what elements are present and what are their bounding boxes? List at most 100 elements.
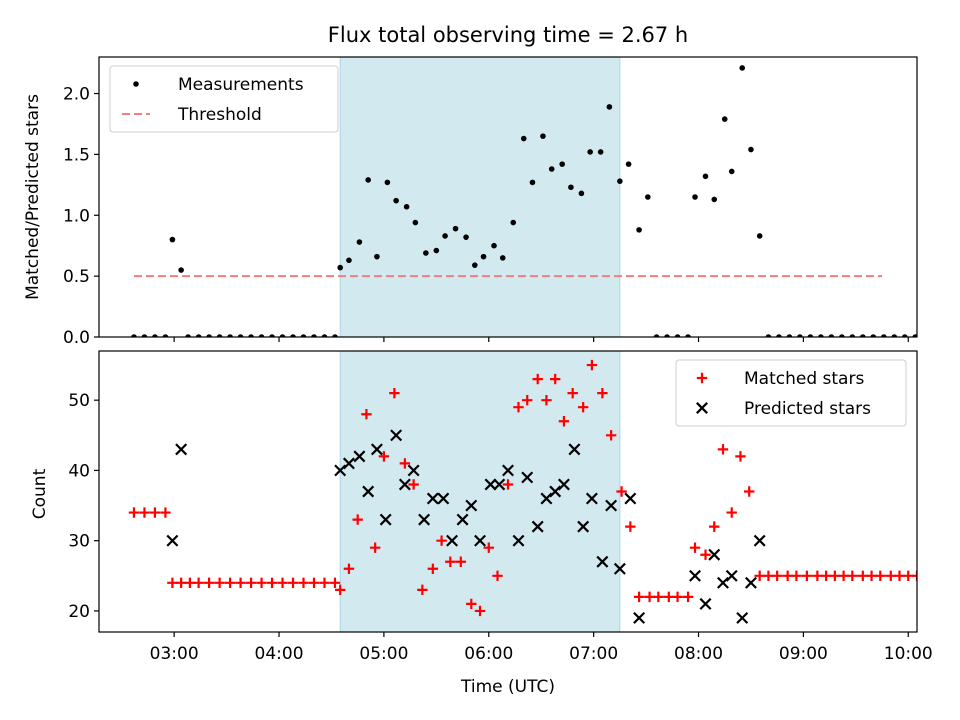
- data-point: [838, 570, 849, 581]
- data-point: [644, 591, 655, 603]
- data-point: [754, 570, 765, 581]
- data-point: [256, 577, 267, 589]
- ratio-y-axis-label: Matched/Predicted stars: [23, 94, 43, 300]
- data-point: [923, 334, 929, 340]
- data-point: [374, 253, 380, 260]
- data-point: [557, 478, 570, 491]
- data-point: [412, 219, 419, 226]
- data-point: [847, 570, 858, 581]
- data-point: [791, 570, 802, 581]
- data-point: [587, 149, 593, 155]
- data-point: [266, 577, 278, 589]
- data-point: [625, 521, 636, 532]
- data-point: [175, 443, 188, 456]
- data-point: [343, 563, 355, 574]
- data-point: [184, 577, 196, 589]
- y-tick-label: 0.5: [63, 267, 90, 287]
- data-point: [513, 402, 524, 413]
- data-point: [812, 570, 823, 581]
- x-tick-label: 10:00: [884, 644, 933, 664]
- x-tick-label: 05:00: [359, 644, 408, 664]
- data-point: [342, 457, 355, 470]
- x-tick-label: 04:00: [255, 644, 304, 664]
- data-point: [633, 591, 645, 603]
- data-point: [885, 570, 896, 581]
- data-point: [839, 334, 845, 337]
- observing-window-span: [339, 56, 621, 338]
- data-point: [193, 577, 204, 589]
- data-point: [891, 334, 898, 337]
- data-point: [128, 507, 140, 518]
- data-point: [674, 334, 681, 337]
- data-point: [721, 116, 728, 122]
- data-point: [216, 334, 223, 337]
- data-point: [894, 570, 905, 581]
- data-point: [452, 225, 459, 232]
- data-point: [849, 334, 856, 337]
- data-point: [370, 443, 383, 456]
- data-point: [445, 556, 456, 567]
- data-point: [717, 576, 729, 589]
- data-point: [166, 534, 179, 547]
- data-point: [426, 492, 439, 505]
- data-point: [807, 334, 814, 337]
- data-point: [346, 257, 352, 264]
- data-point: [300, 334, 307, 337]
- data-point: [911, 570, 917, 581]
- data-point: [474, 534, 487, 547]
- data-point: [483, 542, 494, 553]
- data-point: [433, 247, 440, 254]
- data-point: [578, 190, 585, 197]
- data-point: [613, 562, 626, 575]
- data-point: [597, 387, 608, 399]
- data-point: [502, 464, 514, 477]
- data-point: [875, 570, 886, 581]
- data-point: [227, 334, 233, 337]
- data-point: [689, 569, 701, 582]
- legend: Matched stars Predicted stars: [675, 359, 907, 427]
- data-point: [699, 597, 712, 610]
- legend-label: Predicted stars: [744, 399, 871, 419]
- data-point: [245, 577, 257, 589]
- data-point: [549, 373, 561, 385]
- data-point: [214, 577, 225, 589]
- data-point: [407, 464, 420, 477]
- data-point: [736, 611, 749, 624]
- data-point: [776, 334, 782, 337]
- data-point: [828, 334, 835, 337]
- data-point: [689, 542, 701, 553]
- data-layer: [128, 359, 931, 624]
- legend-label: Threshold: [177, 105, 262, 125]
- x-axis-label: Time (UTC): [460, 677, 555, 697]
- data-point: [352, 514, 363, 525]
- data-point: [782, 570, 793, 581]
- data-point: [308, 577, 320, 589]
- data-point: [418, 513, 431, 526]
- count-y-axis-label: Count: [30, 468, 50, 519]
- data-point: [258, 334, 265, 337]
- data-point: [763, 570, 774, 581]
- data-point: [195, 334, 202, 337]
- data-point: [203, 577, 215, 589]
- chart-title: Flux total observing time = 2.67 h: [328, 23, 688, 47]
- data-point: [901, 334, 908, 337]
- y-tick-label: 50: [68, 391, 90, 411]
- data-point: [921, 571, 931, 581]
- data-point: [633, 611, 646, 624]
- legend-marker: [133, 81, 139, 87]
- data-point: [512, 534, 525, 547]
- data-point: [149, 507, 161, 518]
- data-point: [484, 478, 497, 491]
- data-point: [491, 242, 497, 249]
- data-point: [456, 513, 469, 526]
- data-point: [465, 499, 478, 512]
- data-point: [829, 570, 841, 581]
- data-point: [870, 334, 877, 337]
- data-point: [664, 334, 670, 337]
- data-point: [463, 234, 469, 240]
- x-tick-label: 07:00: [569, 644, 618, 664]
- data-point: [471, 262, 478, 268]
- data-point: [605, 430, 617, 441]
- data-point: [466, 598, 477, 610]
- data-point: [131, 334, 137, 337]
